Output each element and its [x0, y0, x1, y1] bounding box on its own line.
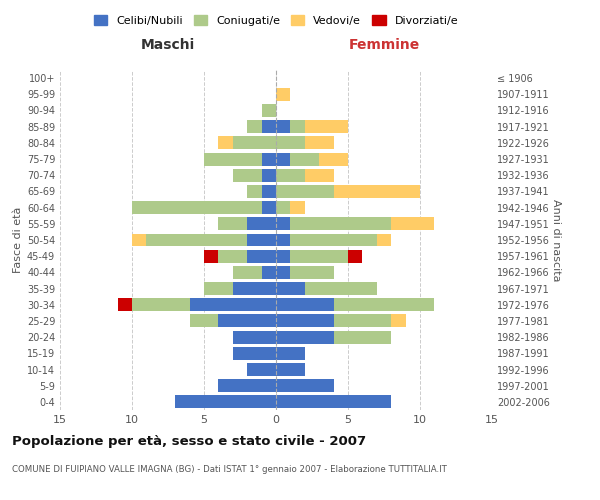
Bar — [175, 396, 276, 408]
Text: Femmine: Femmine — [349, 38, 419, 52]
Bar — [218, 314, 276, 328]
Bar — [305, 120, 348, 133]
Bar — [262, 185, 276, 198]
Bar — [132, 201, 262, 214]
Bar — [276, 396, 391, 408]
Bar — [262, 201, 276, 214]
Bar — [204, 250, 218, 262]
Bar — [247, 234, 276, 246]
Bar — [290, 201, 305, 214]
Y-axis label: Anni di nascita: Anni di nascita — [551, 198, 561, 281]
Bar — [132, 234, 146, 246]
Text: COMUNE DI FUIPIANO VALLE IMAGNA (BG) - Dati ISTAT 1° gennaio 2007 - Elaborazione: COMUNE DI FUIPIANO VALLE IMAGNA (BG) - D… — [12, 465, 447, 474]
Bar — [348, 250, 362, 262]
Bar — [276, 169, 305, 181]
Bar — [305, 169, 334, 181]
Bar — [233, 282, 276, 295]
Bar — [276, 120, 290, 133]
Bar — [290, 218, 391, 230]
Bar — [334, 330, 391, 344]
Bar — [233, 169, 262, 181]
Bar — [118, 298, 132, 311]
Bar — [247, 120, 262, 133]
Bar — [276, 282, 305, 295]
Bar — [218, 250, 247, 262]
Bar — [305, 282, 377, 295]
Bar — [305, 136, 334, 149]
Bar — [204, 282, 233, 295]
Bar — [276, 363, 305, 376]
Bar — [276, 201, 290, 214]
Bar — [233, 330, 276, 344]
Bar — [233, 266, 262, 279]
Bar — [276, 298, 334, 311]
Bar — [276, 136, 305, 149]
Bar — [218, 379, 276, 392]
Bar — [290, 120, 305, 133]
Text: Popolazione per età, sesso e stato civile - 2007: Popolazione per età, sesso e stato civil… — [12, 435, 366, 448]
Bar — [334, 298, 434, 311]
Bar — [276, 88, 290, 101]
Bar — [276, 314, 334, 328]
Bar — [276, 250, 290, 262]
Text: Maschi: Maschi — [141, 38, 195, 52]
Bar — [276, 234, 290, 246]
Bar — [262, 104, 276, 117]
Legend: Celibi/Nubili, Coniugati/e, Vedovi/e, Divorziati/e: Celibi/Nubili, Coniugati/e, Vedovi/e, Di… — [89, 10, 463, 30]
Bar — [262, 120, 276, 133]
Bar — [190, 298, 276, 311]
Bar — [190, 314, 218, 328]
Bar — [146, 234, 247, 246]
Bar — [262, 169, 276, 181]
Bar — [204, 152, 262, 166]
Bar — [334, 185, 420, 198]
Bar — [276, 330, 334, 344]
Bar — [290, 266, 334, 279]
Bar — [276, 347, 305, 360]
Bar — [247, 218, 276, 230]
Bar — [276, 266, 290, 279]
Bar — [233, 347, 276, 360]
Bar — [262, 152, 276, 166]
Bar — [290, 250, 348, 262]
Bar — [334, 314, 391, 328]
Bar — [218, 136, 233, 149]
Bar — [276, 379, 334, 392]
Y-axis label: Fasce di età: Fasce di età — [13, 207, 23, 273]
Bar — [290, 234, 377, 246]
Bar — [276, 152, 290, 166]
Bar — [319, 152, 348, 166]
Bar — [377, 234, 391, 246]
Bar — [391, 314, 406, 328]
Bar — [247, 363, 276, 376]
Bar — [262, 266, 276, 279]
Bar — [247, 250, 276, 262]
Bar — [276, 218, 290, 230]
Bar — [132, 298, 190, 311]
Bar — [218, 218, 247, 230]
Bar — [391, 218, 434, 230]
Bar — [247, 185, 262, 198]
Bar — [233, 136, 276, 149]
Bar — [290, 152, 319, 166]
Bar — [276, 185, 334, 198]
